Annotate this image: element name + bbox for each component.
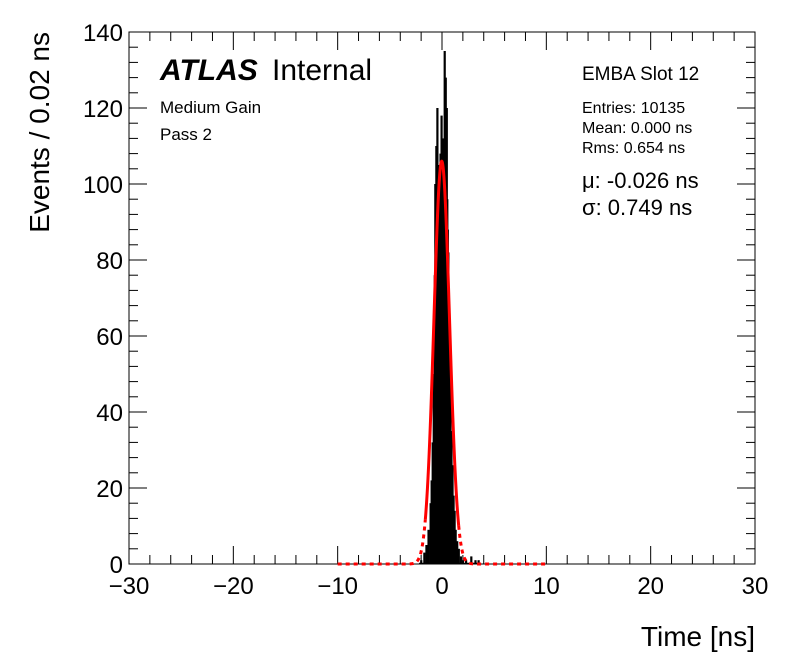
fit-curve-left-extrapolation [337, 519, 427, 566]
histogram-bin [427, 529, 430, 564]
y-tick-label: 140 [83, 20, 123, 47]
histogram-bin [425, 545, 428, 564]
x-tick-label: 0 [435, 573, 448, 600]
histogram-bin [454, 529, 457, 564]
mean-label: Mean: 0.000 ns [582, 120, 692, 137]
histogram-bin [420, 560, 423, 564]
y-tick-label: 100 [83, 172, 123, 199]
x-tick-label: −30 [109, 573, 150, 600]
sigma-label: σ: 0.749 ns [582, 195, 692, 220]
x-tick-label: 30 [742, 573, 769, 600]
fit-curve [423, 159, 461, 526]
histogram-bin [474, 560, 477, 564]
gaussian-fit [337, 159, 547, 566]
histogram-bin [456, 541, 459, 564]
histogram-bin [464, 560, 468, 564]
histogram-bin [457, 548, 460, 564]
slot-label: EMBA Slot 12 [582, 64, 699, 85]
y-tick-label: 40 [96, 400, 123, 427]
histogram-bin [459, 556, 462, 564]
x-axis-title: Time [ns] [641, 621, 755, 652]
pass-label: Pass 2 [160, 125, 212, 144]
x-tick-label: −10 [317, 573, 358, 600]
x-tick-label: −20 [213, 573, 254, 600]
axis-tick-labels: −30 −20 −10 0 10 20 30 0 20 40 60 80 100 120 140 [83, 20, 768, 600]
histogram-bars [419, 51, 480, 565]
rms-label: Rms: 0.654 ns [582, 140, 685, 157]
gain-label: Medium Gain [160, 98, 261, 117]
histogram-bin [461, 560, 465, 564]
atlas-label: ATLAS [159, 54, 258, 87]
mu-label: μ: -0.026 ns [582, 168, 699, 193]
fit-curve-right-extrapolation [457, 525, 547, 566]
x-tick-label: 10 [533, 573, 560, 600]
y-tick-label: 120 [83, 96, 123, 123]
y-tick-label: 80 [96, 248, 123, 275]
y-tick-label: 0 [110, 552, 123, 579]
histogram-bin [423, 552, 426, 564]
y-tick-label: 60 [96, 324, 123, 351]
x-tick-label: 20 [637, 573, 664, 600]
histogram-bin [477, 560, 480, 564]
y-axis-title: Events / 0.02 ns [24, 32, 55, 233]
entries-label: Entries: 10135 [582, 100, 685, 117]
histogram-bin [470, 556, 473, 564]
internal-label: Internal [272, 54, 372, 87]
axis-ticks [128, 31, 756, 565]
y-tick-label: 20 [96, 476, 123, 503]
